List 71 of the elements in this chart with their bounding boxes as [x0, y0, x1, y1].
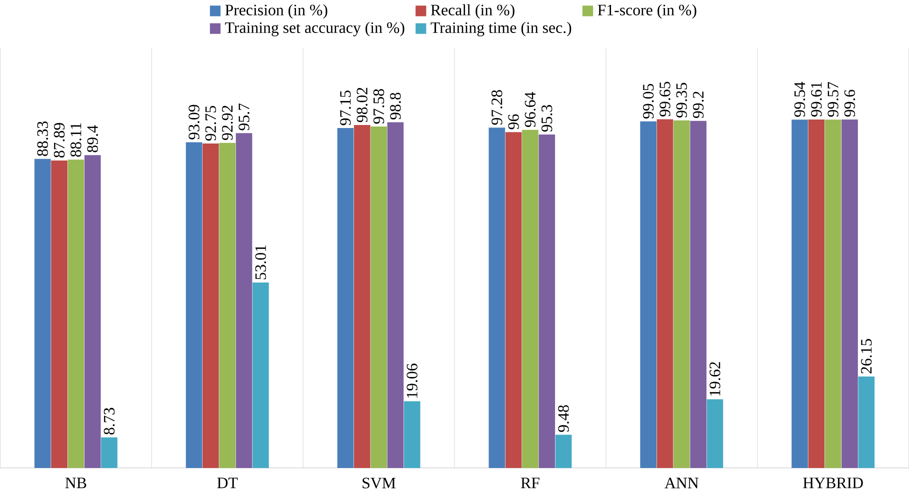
bar — [555, 434, 572, 468]
data-label: 96 — [508, 114, 519, 130]
data-label: 93.09 — [188, 104, 200, 140]
bar — [706, 399, 724, 468]
legend-label: Training time (in sec.) — [430, 22, 572, 36]
bar — [252, 282, 269, 468]
bar — [488, 128, 506, 468]
data-label: 8.73 — [104, 408, 115, 435]
legend-label: F1-score (in %) — [598, 4, 696, 19]
data-label: 89.4 — [87, 125, 98, 152]
bar — [538, 134, 556, 468]
legend-label: Recall (in %) — [430, 4, 514, 19]
data-label: 95.7 — [238, 104, 250, 130]
data-label: 99.6 — [844, 90, 856, 117]
bar — [84, 155, 101, 468]
bar — [505, 132, 522, 468]
x-tick-label: SVM — [362, 478, 396, 489]
bar — [370, 126, 387, 468]
data-label: 99.2 — [692, 92, 704, 118]
bar — [186, 142, 202, 468]
data-label: 92.75 — [205, 106, 216, 141]
bar — [673, 120, 690, 468]
bar — [824, 120, 842, 468]
data-label: 97.15 — [340, 90, 351, 126]
bar — [640, 122, 656, 468]
data-label: 9.48 — [558, 405, 569, 432]
data-label: 19.62 — [710, 362, 720, 396]
bar — [792, 120, 808, 468]
bar — [404, 401, 420, 468]
data-label: 87.89 — [54, 123, 65, 158]
data-label: 26.15 — [861, 339, 872, 374]
bar — [34, 159, 51, 468]
x-tick-label: ANN — [664, 478, 698, 488]
bar — [858, 376, 875, 468]
bar — [522, 130, 538, 468]
data-label: 99.05 — [642, 84, 654, 119]
data-label: 95.3 — [542, 105, 552, 132]
data-label: 98.8 — [390, 92, 401, 120]
legend-label: Training set accuracy (in %) — [225, 22, 404, 36]
x-tick-label: RF — [520, 478, 540, 488]
bar — [101, 438, 118, 468]
data-label: 99.35 — [676, 83, 688, 118]
bar — [202, 144, 219, 468]
bar — [51, 160, 68, 468]
data-label: 99.54 — [794, 82, 806, 117]
data-label: 99.57 — [828, 82, 838, 117]
bar — [68, 160, 84, 468]
data-label: 97.28 — [492, 90, 502, 125]
bar — [387, 122, 404, 468]
legend-label: Precision (in %) — [225, 4, 328, 19]
x-tick-label: DT — [217, 478, 238, 488]
bar — [656, 119, 674, 468]
bar — [842, 120, 858, 468]
data-label: 98.02 — [356, 88, 368, 122]
bar — [354, 125, 370, 468]
x-tick-label: HYBRID — [803, 478, 863, 488]
bar — [219, 142, 236, 468]
bar — [236, 133, 252, 468]
data-label: 92.92 — [222, 106, 233, 140]
bar — [690, 121, 706, 468]
data-label: 99.61 — [811, 82, 822, 117]
data-label: 53.01 — [255, 246, 266, 280]
bar — [337, 128, 354, 468]
data-label: 99.65 — [660, 82, 670, 117]
x-tick-label: NB — [65, 478, 86, 488]
data-label: 96.64 — [524, 92, 536, 128]
data-label: 97.58 — [373, 89, 384, 124]
data-label: 88.11 — [70, 123, 82, 157]
data-label: 88.33 — [37, 122, 48, 156]
bar — [808, 120, 825, 468]
data-label: 19.06 — [406, 364, 418, 398]
